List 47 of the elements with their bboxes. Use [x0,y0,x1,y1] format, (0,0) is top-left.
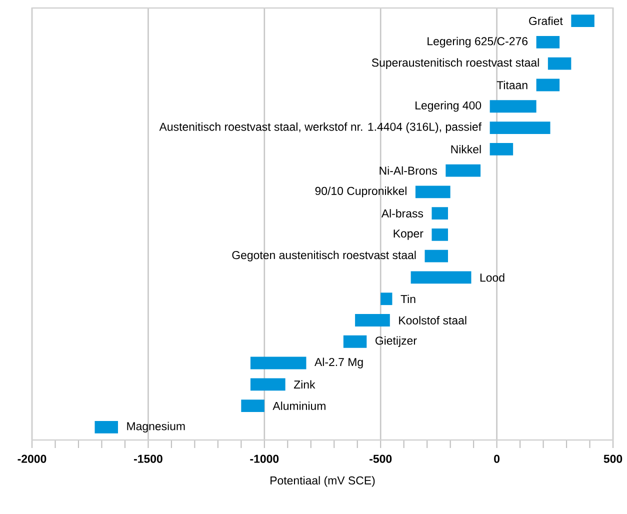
y-tick-label: Tin [400,294,416,304]
bar [432,207,448,220]
bar [490,142,514,156]
bar [548,57,572,70]
x-tick-label: 500 [604,454,622,463]
x-axis-title: Potentiaal (mV SCE) [270,476,375,487]
y-tick-label: Aluminium [272,402,326,410]
y-tick-label: Koolstof staal [399,316,466,324]
y-tick-label: Al-2.7 Mg [314,358,363,368]
bar [432,228,448,241]
bar [490,122,550,134]
bar [355,314,390,326]
y-tick-label: Koper [394,230,424,240]
y-tick-label: Austenitisch roestvast staal, werkstof nr. 1.4404 (316L), passief [159,122,482,134]
bar [415,186,450,198]
bar [241,400,264,412]
y-tick-label: Legering 400 [416,101,482,112]
y-tick-label: Gietijzer [376,336,417,347]
y-tick-label: Grafiet [529,16,563,26]
bar [536,36,560,48]
x-tick-label: -1500 [134,454,162,463]
bar [250,378,286,391]
y-tick-label: Magnesium [127,422,185,433]
bar [571,14,594,28]
bar [410,271,472,284]
y-tick-label: Ni-Al-Brons [380,166,437,175]
bar [94,420,118,434]
bar [536,78,560,92]
x-tick-label: -1000 [250,454,279,463]
x-tick-label: 0 [494,454,500,463]
y-tick-label: Gegoten austenitisch roestvast staal [232,250,416,262]
bar [380,292,392,306]
bar [250,356,306,370]
x-tick-label: -500 [370,454,392,463]
y-tick-label: Superaustenitisch roestvast staal [372,58,539,69]
bar [490,100,536,113]
y-tick-label: Lood [480,273,504,282]
bar [343,335,367,348]
y-tick-label: Zink [294,380,316,389]
y-tick-label: Nikkel [451,144,481,154]
y-tick-label: 90/10 Cupronikkel [315,186,406,198]
x-tick-label: -2000 [18,454,46,463]
y-tick-label: Titaan [496,80,528,90]
y-tick-label: Al-brass [381,209,424,218]
bar [446,164,481,177]
bar [424,250,448,262]
y-tick-label: Legering 625/C-276 [428,36,528,48]
